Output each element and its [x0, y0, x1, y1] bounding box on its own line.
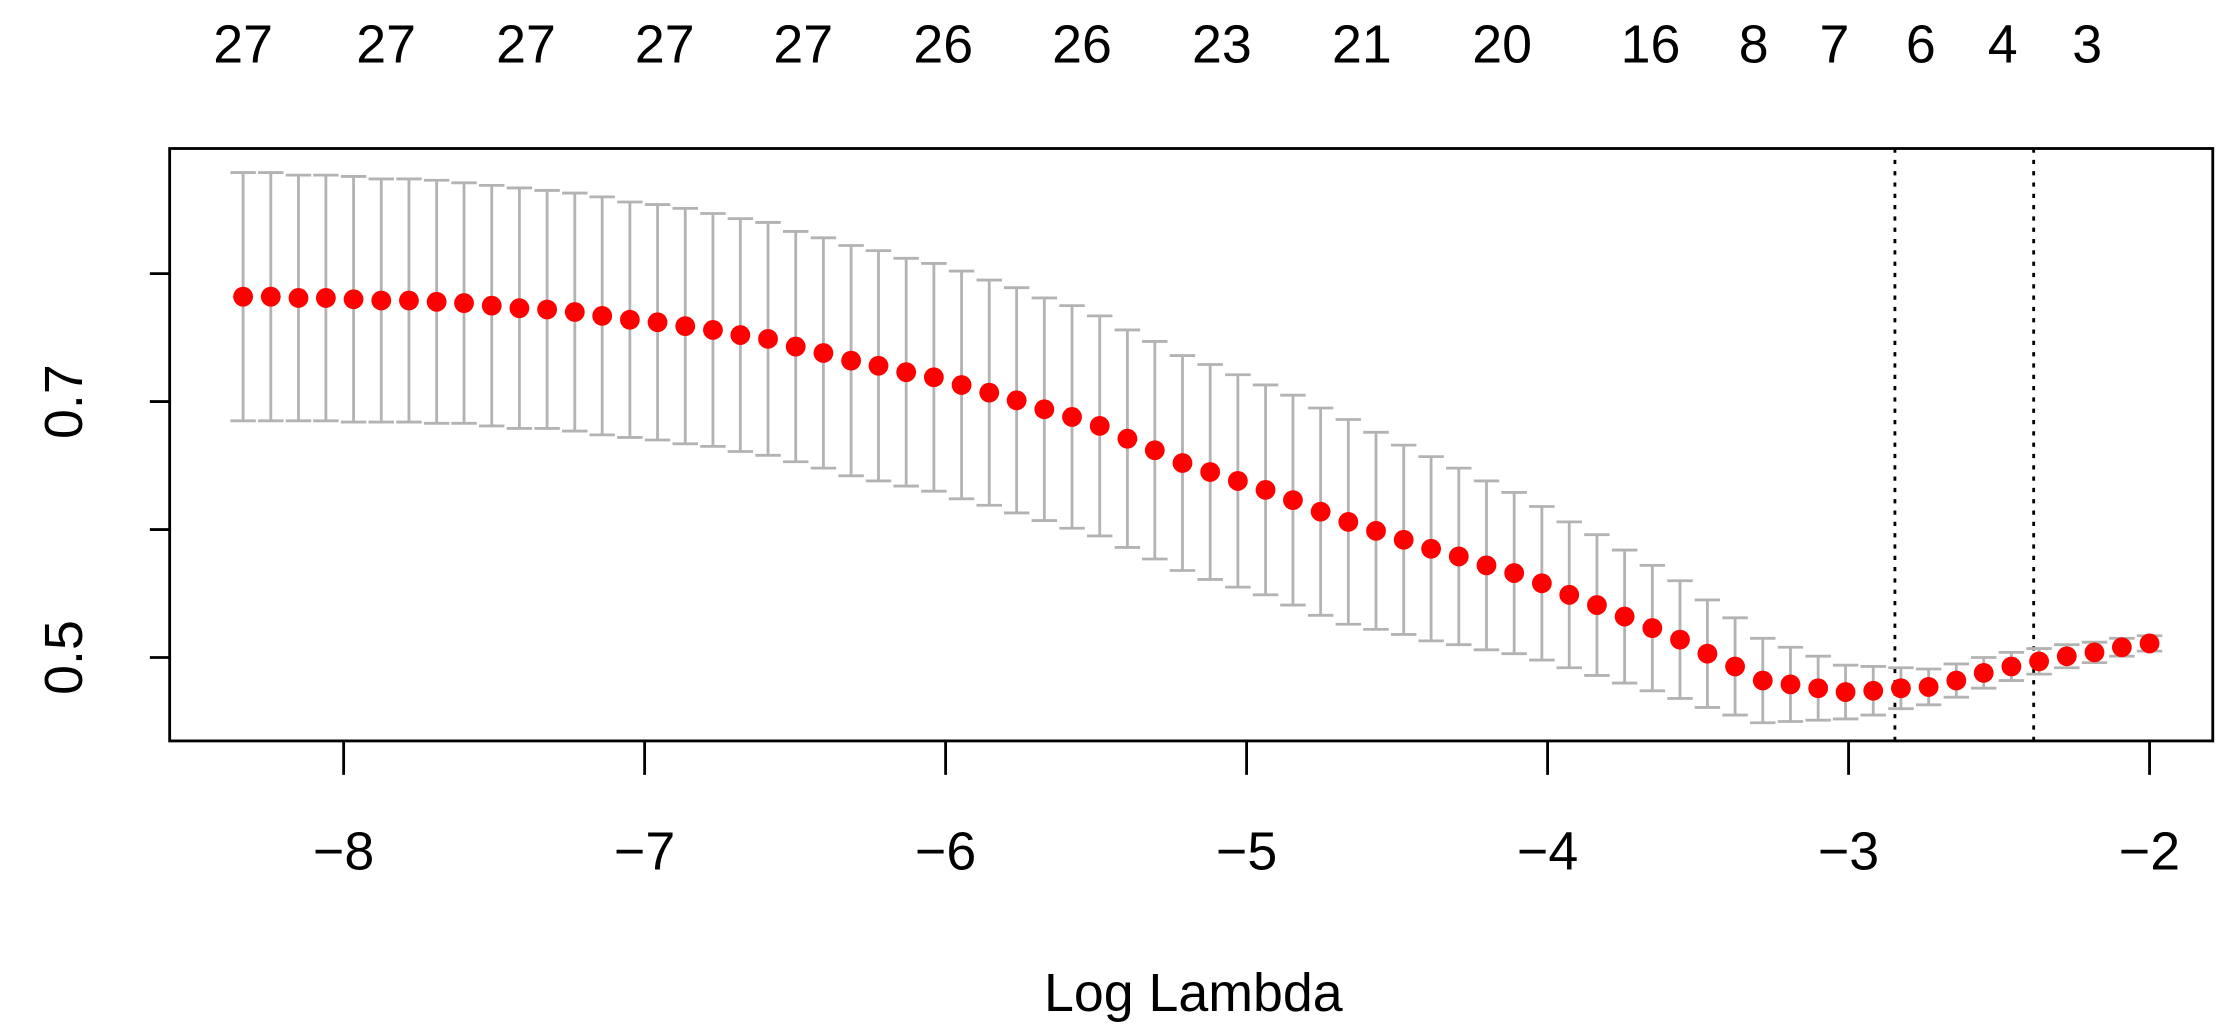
- point: [979, 382, 1000, 403]
- x-tick-label: −8: [313, 822, 374, 882]
- y-tick-label: 0.5: [34, 620, 94, 695]
- point: [896, 362, 917, 383]
- point: [1117, 428, 1138, 449]
- point: [1255, 479, 1276, 500]
- top-axis-label: 8: [1739, 14, 1769, 74]
- point: [509, 298, 530, 319]
- point: [758, 329, 778, 349]
- point: [233, 286, 254, 307]
- point: [2084, 642, 2105, 663]
- point: [1559, 584, 1580, 605]
- point: [1310, 501, 1331, 522]
- top-axis-label: 27: [496, 14, 556, 74]
- point: [1227, 471, 1248, 491]
- top-axis-label: 6: [1906, 14, 1936, 74]
- point: [1780, 674, 1801, 695]
- top-axis-label: 3: [2072, 14, 2102, 74]
- point: [675, 316, 696, 337]
- point: [2029, 651, 2049, 672]
- x-tick-label: −5: [1216, 822, 1277, 882]
- point: [1089, 416, 1110, 436]
- point: [1006, 390, 1027, 411]
- point: [481, 295, 502, 316]
- point: [1946, 670, 1967, 691]
- point: [1918, 677, 1939, 697]
- point: [1973, 662, 1994, 683]
- top-axis-label: 4: [1988, 14, 2018, 74]
- point: [1587, 595, 1607, 615]
- point: [426, 291, 447, 312]
- point: [2001, 656, 2022, 677]
- point: [2139, 633, 2160, 654]
- top-axis-label: 23: [1192, 14, 1252, 74]
- point: [1670, 629, 1690, 650]
- x-tick-label: −3: [1818, 822, 1879, 882]
- point: [399, 290, 419, 311]
- point: [1172, 453, 1193, 473]
- top-axis-label: 21: [1332, 14, 1392, 74]
- point: [785, 336, 806, 357]
- top-axis-label: 27: [773, 14, 833, 74]
- point: [1642, 618, 1663, 638]
- point: [454, 293, 474, 313]
- top-axis-label: 7: [1819, 14, 1849, 74]
- point: [2056, 646, 2077, 667]
- x-tick-label: −7: [614, 822, 675, 882]
- y-tick-label: 0.7: [34, 364, 94, 439]
- point: [1697, 643, 1718, 664]
- point: [647, 312, 668, 333]
- point: [1808, 678, 1829, 699]
- point: [592, 305, 613, 326]
- point: [288, 288, 309, 308]
- point: [1835, 682, 1856, 702]
- top-axis-label: 27: [213, 14, 273, 74]
- x-axis-title: Log Lambda: [1044, 963, 1343, 1023]
- plot-frame: [168, 147, 2215, 743]
- point: [315, 288, 336, 308]
- point: [868, 355, 889, 376]
- point: [260, 286, 281, 307]
- point: [923, 367, 944, 388]
- point: [703, 320, 723, 340]
- point: [1393, 529, 1414, 550]
- top-axis-label: 27: [356, 14, 416, 74]
- point: [564, 302, 585, 322]
- point: [1531, 573, 1552, 594]
- x-tick-label: −6: [915, 822, 976, 882]
- point: [1752, 670, 1773, 691]
- top-axis-label: 26: [1052, 14, 1112, 74]
- point: [1614, 606, 1635, 627]
- point: [951, 375, 972, 395]
- point: [1476, 555, 1497, 576]
- point: [1421, 538, 1441, 559]
- point: [1283, 490, 1303, 511]
- top-axis-label: 27: [635, 14, 695, 74]
- point: [1504, 563, 1525, 583]
- point: [343, 289, 364, 310]
- x-tick-label: −2: [2119, 822, 2180, 882]
- point: [1200, 462, 1221, 482]
- point: [1062, 407, 1082, 427]
- point: [1144, 440, 1165, 461]
- x-tick-label: −4: [1517, 822, 1578, 882]
- top-axis-label: 20: [1472, 14, 1532, 74]
- point: [1366, 520, 1386, 541]
- top-axis-label: 26: [913, 14, 973, 74]
- point: [619, 309, 640, 330]
- point: [1725, 656, 1745, 677]
- top-axis-label: 16: [1621, 14, 1681, 74]
- point: [1891, 678, 1911, 699]
- point: [371, 290, 392, 311]
- point: [2111, 637, 2132, 658]
- point: [1338, 511, 1359, 532]
- point: [1863, 680, 1884, 701]
- point: [730, 325, 751, 345]
- point: [1448, 546, 1469, 567]
- point: [1034, 399, 1055, 420]
- point: [537, 299, 558, 320]
- point: [841, 350, 861, 371]
- point: [813, 343, 834, 363]
